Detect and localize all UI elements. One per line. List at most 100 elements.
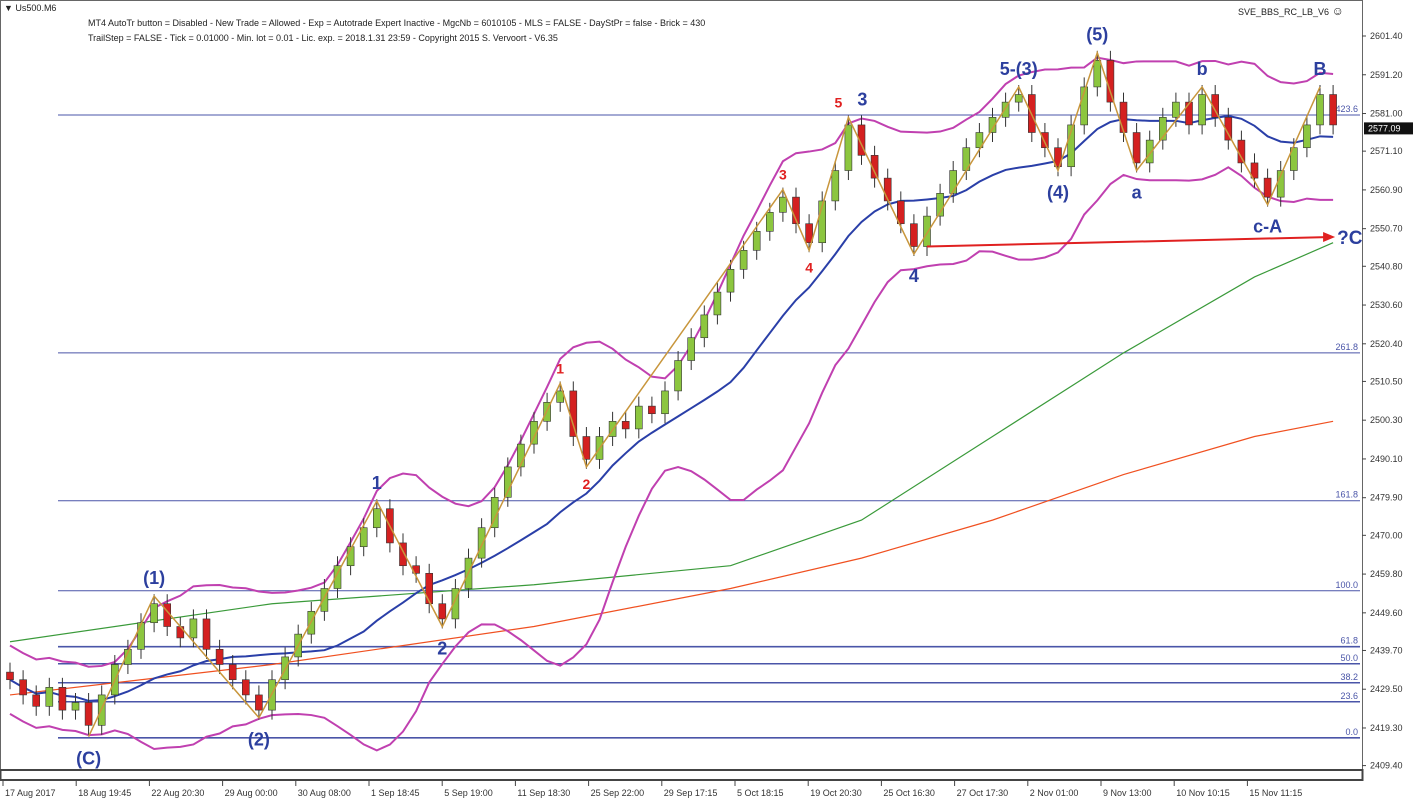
- x-tick-label: 19 Oct 20:30: [810, 788, 862, 798]
- wave-label: (2): [248, 730, 270, 750]
- indicator-name: SVE_BBS_RC_LB_V6 ☺: [1238, 4, 1344, 18]
- wave-label: 5-(3): [1000, 59, 1038, 79]
- y-tick-label: 2571.10: [1370, 146, 1403, 156]
- y-tick-label: 2429.50: [1370, 684, 1403, 694]
- candle-body: [1211, 94, 1219, 118]
- candle-body: [648, 405, 656, 415]
- candle-body: [19, 679, 27, 696]
- candle-body: [425, 573, 434, 605]
- candle-body: [372, 508, 381, 529]
- candle-body: [949, 170, 958, 194]
- wave-label: 5: [835, 94, 843, 110]
- wave-label: 3: [857, 89, 867, 109]
- candle-body: [896, 200, 905, 225]
- candle-body: [857, 124, 866, 156]
- wave-label: b: [1197, 59, 1208, 79]
- candle-body: [255, 694, 263, 711]
- candle-body: [765, 212, 774, 232]
- candle-body: [84, 702, 93, 726]
- dropdown-triangle-icon: ▼: [4, 3, 16, 13]
- wave-label: 4: [909, 266, 919, 286]
- candle-body: [752, 231, 761, 251]
- y-tick-label: 2550.70: [1370, 224, 1403, 234]
- candle-body: [1080, 86, 1088, 126]
- y-tick-label: 2530.60: [1370, 300, 1403, 310]
- candle-body: [569, 390, 578, 437]
- candle-body: [621, 421, 630, 430]
- candle-body: [1263, 177, 1272, 198]
- candle-body: [477, 527, 486, 559]
- moving-average-line: [9, 114, 1334, 702]
- candle-body: [700, 314, 709, 339]
- candle-body: [883, 177, 892, 202]
- fib-level-label: 23.6: [1340, 691, 1358, 701]
- candle-body: [870, 155, 879, 179]
- candle-body: [739, 250, 748, 270]
- wave-label: (1): [143, 568, 165, 588]
- x-tick-label: 22 Aug 20:30: [151, 788, 204, 798]
- wave-label: 2: [583, 476, 591, 492]
- candle-body: [1303, 124, 1311, 149]
- x-tick-label: 10 Nov 10:15: [1176, 788, 1230, 798]
- candle-body: [6, 671, 14, 681]
- candle-body: [1329, 94, 1337, 126]
- candle-body: [124, 649, 132, 665]
- candle-body: [582, 436, 591, 460]
- candle-body: [634, 405, 643, 430]
- candle-body: [333, 565, 342, 589]
- fib-level-label: 423.6: [1335, 104, 1358, 114]
- wave-label: (5): [1086, 25, 1108, 45]
- candle-body: [779, 196, 787, 213]
- wave-label: 2: [437, 639, 447, 659]
- wave-label: B: [1314, 59, 1327, 79]
- candle-body: [1106, 60, 1115, 103]
- candle-body: [975, 132, 984, 149]
- wave-label: (4): [1047, 183, 1069, 203]
- candle-body: [1054, 147, 1062, 168]
- candle-body: [1290, 147, 1298, 171]
- x-tick-label: 11 Sep 18:30: [517, 788, 570, 798]
- y-tick-label: 2591.20: [1370, 70, 1403, 80]
- x-tick-label: 1 Sep 18:45: [371, 788, 420, 798]
- candle-body: [32, 694, 41, 707]
- scrollbar[interactable]: [0, 769, 1364, 781]
- candle-body: [1145, 139, 1154, 164]
- y-tick-label: 2540.80: [1370, 261, 1403, 271]
- candle-body: [988, 117, 997, 133]
- x-tick-label: 15 Nov 11:15: [1249, 788, 1302, 798]
- x-tick-label: 9 Nov 13:00: [1103, 788, 1152, 798]
- candle-body: [923, 215, 931, 247]
- candle-body: [713, 291, 722, 316]
- y-tick-label: 2560.90: [1370, 185, 1403, 195]
- x-tick-label: 5 Sep 19:00: [444, 788, 493, 798]
- x-tick-label: 27 Oct 17:30: [957, 788, 1009, 798]
- candle-body: [45, 687, 54, 707]
- symbol-label[interactable]: ▼ Us500.M6: [4, 3, 56, 13]
- y-tick-label: 2419.30: [1370, 723, 1403, 733]
- fib-level-label: 100.0: [1335, 580, 1358, 590]
- wave-label: c-A: [1253, 217, 1282, 237]
- candle-body: [1172, 101, 1180, 118]
- candle-body: [451, 588, 460, 620]
- candle-body: [661, 390, 669, 415]
- candle-body: [1198, 94, 1206, 126]
- y-tick-label: 2500.30: [1370, 415, 1403, 425]
- x-tick-label: 30 Aug 08:00: [298, 788, 351, 798]
- candle-body: [215, 649, 224, 665]
- candle-body: [359, 527, 368, 548]
- last-price-label: 2577.09: [1368, 123, 1401, 133]
- candle-body: [242, 679, 250, 696]
- candle-body: [805, 223, 813, 244]
- x-tick-label: 25 Sep 22:00: [591, 788, 645, 798]
- candle-body: [150, 603, 158, 624]
- wave-label: 1: [372, 473, 382, 493]
- candle-body: [1001, 101, 1010, 118]
- candle-body: [1237, 139, 1246, 164]
- candle-body: [137, 622, 145, 650]
- x-tick-label: 29 Aug 00:00: [225, 788, 278, 798]
- candle-body: [1014, 94, 1023, 103]
- x-tick-label: 25 Oct 16:30: [883, 788, 935, 798]
- candle-body: [228, 664, 237, 681]
